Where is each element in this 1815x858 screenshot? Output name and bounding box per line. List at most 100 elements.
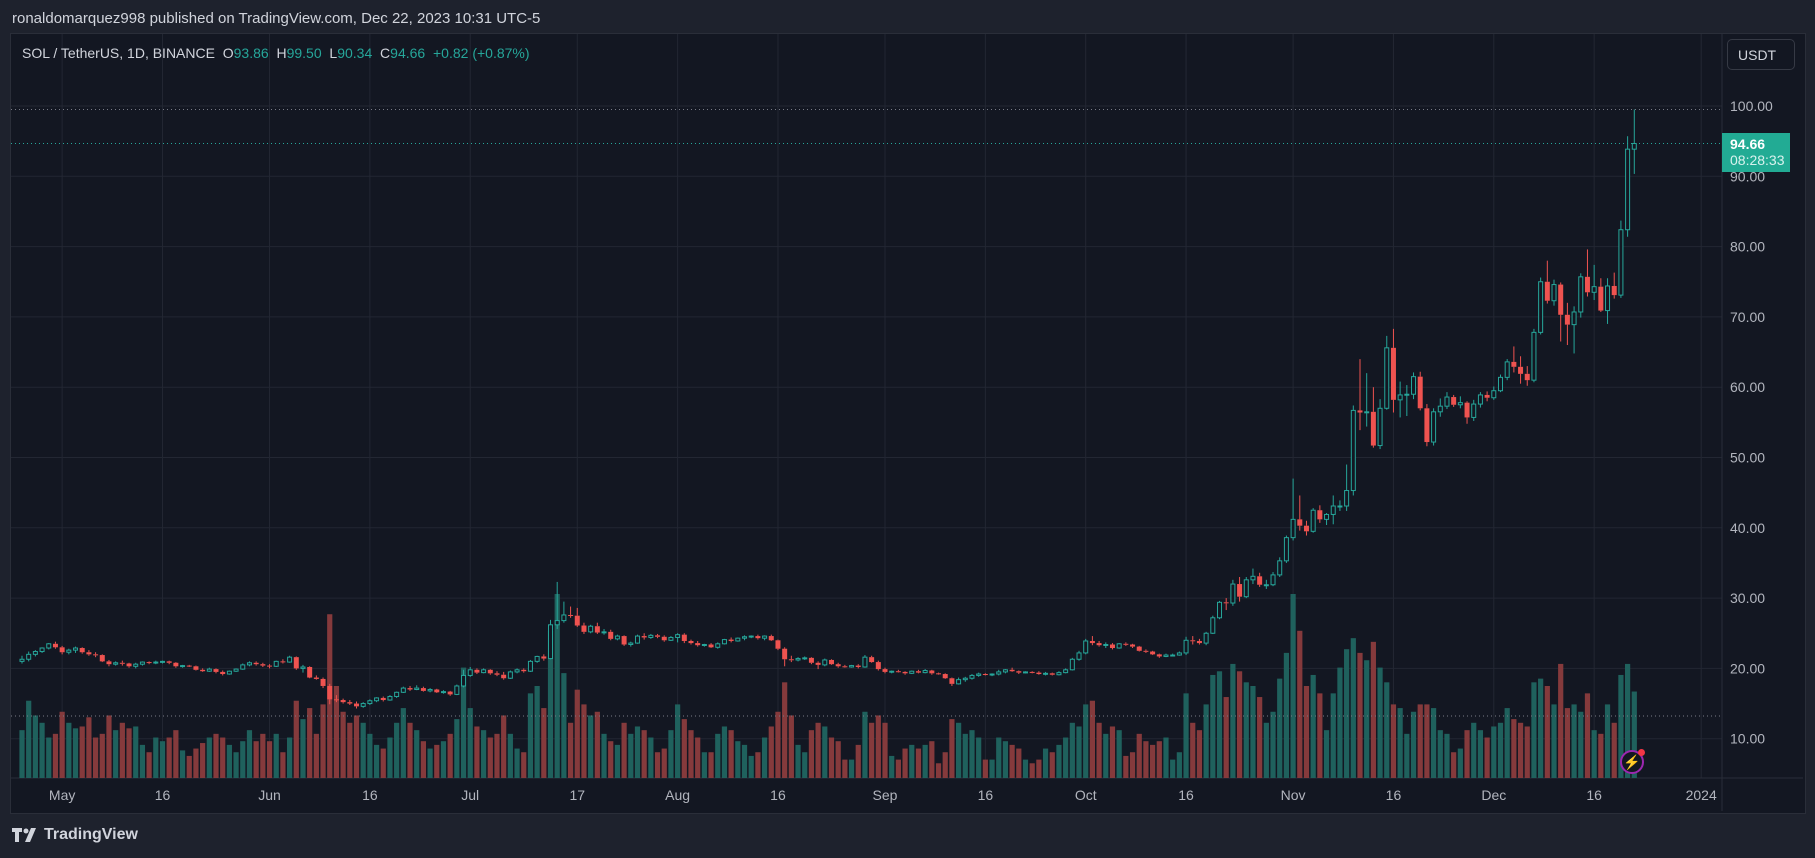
- candle-down: [93, 652, 99, 658]
- candle-down: [929, 669, 935, 675]
- low-label: L: [329, 45, 338, 61]
- candle-body: [434, 689, 440, 693]
- candle-body: [1511, 361, 1517, 367]
- candle-up: [969, 674, 975, 680]
- volume-bar: [1076, 726, 1082, 778]
- candle-down: [340, 698, 346, 704]
- candle-body: [180, 665, 186, 668]
- candle-body: [246, 662, 252, 666]
- price-tick-label: 100.00: [1730, 98, 1773, 114]
- volume-bar: [52, 733, 59, 778]
- volume-bar: [1457, 748, 1463, 778]
- candle-body: [173, 662, 179, 667]
- candle-body: [1544, 281, 1550, 301]
- candle-body: [1598, 286, 1604, 311]
- candle-down: [815, 661, 821, 670]
- candle-up: [1497, 374, 1503, 393]
- candle-body: [1116, 643, 1122, 649]
- candle-up: [909, 670, 915, 675]
- candle-down: [788, 655, 794, 663]
- candle-up: [287, 655, 293, 663]
- candle-body: [1096, 643, 1102, 646]
- volume-bar: [92, 737, 99, 778]
- volume-bar: [1129, 752, 1136, 778]
- candle-body: [340, 700, 346, 703]
- volume-bar: [741, 744, 748, 778]
- candle-body: [394, 691, 400, 698]
- time-tick-label: 16: [978, 787, 994, 803]
- volume-bar: [956, 722, 962, 778]
- volume-bar: [1196, 730, 1203, 778]
- volume-bar: [1618, 674, 1624, 778]
- candle-up: [1538, 277, 1544, 335]
- candle-body: [407, 688, 413, 690]
- candle-down: [119, 660, 125, 666]
- volume-bar: [1190, 722, 1196, 778]
- candle-up: [394, 691, 400, 698]
- candle-body: [721, 639, 727, 645]
- candle-down: [494, 671, 500, 677]
- volume-bar: [929, 741, 935, 778]
- candle-down: [1049, 672, 1055, 676]
- candle-down: [1257, 572, 1263, 587]
- candle-body: [915, 671, 921, 673]
- candle-body: [1297, 519, 1303, 526]
- candle-body: [608, 631, 614, 639]
- candle-up: [1203, 631, 1209, 646]
- candle-body: [634, 635, 640, 644]
- volume-bar: [367, 733, 373, 778]
- candle-up: [139, 661, 145, 666]
- time-tick-label: 16: [155, 787, 171, 803]
- volume-bar: [434, 744, 440, 778]
- candle-down: [106, 659, 112, 667]
- candle-down: [915, 669, 921, 674]
- candle-body: [1290, 518, 1296, 539]
- candle-up: [1444, 392, 1450, 409]
- candle-up: [742, 635, 748, 641]
- lightning-icon[interactable]: ⚡: [1620, 749, 1645, 774]
- volume-bar: [1290, 594, 1296, 778]
- candle-up: [1250, 568, 1256, 585]
- volume-bar: [855, 744, 861, 778]
- volume-bar: [1069, 722, 1075, 778]
- candle-down: [327, 683, 333, 705]
- volume-bar: [1578, 711, 1584, 778]
- price-axis: 10.00 20.00 30.00 40.00 50.00 60.00 70.00 80.00…: [1730, 98, 1773, 747]
- volume-bar: [400, 708, 406, 778]
- candle-body: [420, 688, 426, 691]
- candle-body: [755, 636, 761, 639]
- candle-up: [1625, 136, 1631, 237]
- last-price-value: 94.66: [1730, 136, 1766, 152]
- volume-bar: [862, 711, 868, 778]
- candle-body: [541, 656, 547, 659]
- candle-down: [1036, 671, 1042, 675]
- volume-bar: [1430, 708, 1437, 778]
- candle-up: [527, 659, 533, 672]
- tradingview-logo-icon: [12, 828, 36, 842]
- candle-up: [206, 667, 212, 672]
- currency-button[interactable]: USDT: [1727, 39, 1795, 70]
- volume-bar: [1009, 744, 1015, 778]
- candle-body: [521, 669, 527, 672]
- footer-brand[interactable]: TradingView: [12, 826, 138, 844]
- candle-up: [133, 662, 139, 669]
- candle-up: [1404, 385, 1410, 417]
- candle-down: [574, 607, 580, 627]
- chart-frame: [10, 33, 1806, 814]
- candle-down: [1303, 520, 1309, 536]
- candle-body: [1357, 410, 1363, 413]
- candle-down: [882, 667, 888, 674]
- volume-bar: [287, 737, 293, 778]
- candle-down: [1089, 636, 1095, 646]
- volume-bar: [969, 730, 975, 778]
- volume-bar: [19, 730, 25, 778]
- candle-body: [1237, 584, 1243, 597]
- volume-bar: [1564, 708, 1570, 778]
- volume-bar: [1437, 730, 1443, 778]
- candle-down: [568, 606, 574, 618]
- publish-info: ronaldomarquez998 published on TradingVi…: [12, 10, 541, 27]
- candle-body: [354, 703, 359, 707]
- candle-body: [1464, 402, 1470, 418]
- time-tick-label: Aug: [665, 787, 690, 803]
